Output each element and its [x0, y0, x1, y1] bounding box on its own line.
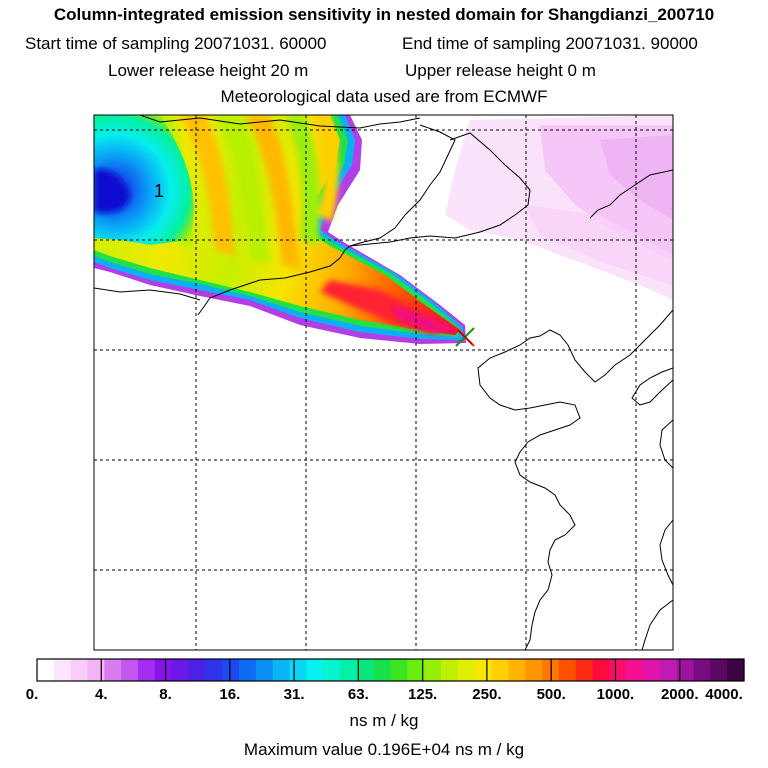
low-sensitivity-area [445, 115, 673, 300]
colorbar-cell [407, 659, 425, 681]
colorbar-tick-label: 16. [219, 686, 241, 703]
colorbar-cell [441, 659, 459, 681]
colorbar-cell [643, 659, 661, 681]
colorbar-cell [37, 659, 55, 681]
colorbar-cell [474, 659, 493, 681]
colorbar-cell [390, 659, 408, 681]
colorbar-cell [53, 659, 72, 681]
colorbar-cell [87, 659, 105, 681]
start-time-label: Start time of sampling 20071031. 60000 [25, 34, 327, 53]
colorbar-cell [525, 659, 543, 681]
colorbar-cell [457, 659, 476, 681]
colorbar-cell [727, 659, 745, 681]
colorbar-units: ns m / kg [349, 711, 419, 730]
colorbar-cell [104, 659, 122, 681]
end-time-label: End time of sampling 20071031. 90000 [402, 34, 698, 53]
colorbar-cell [373, 659, 392, 681]
lower-release-label: Lower release height 20 m [108, 61, 309, 80]
upper-left-region [94, 115, 194, 245]
colorbar-tick-label: 250. [472, 686, 502, 703]
plot-title: Column-integrated emission sensitivity i… [53, 5, 715, 24]
colorbar-cell [356, 659, 375, 681]
colorbar-cell [626, 659, 644, 681]
colorbar-major-ticks [100, 659, 681, 681]
colorbar-cell [121, 659, 139, 681]
colorbar-tick-label: 4. [95, 686, 108, 703]
lat-lon-grid [94, 115, 673, 650]
colorbar-cell [659, 659, 678, 681]
colorbar-tick-label: 63. [347, 686, 369, 703]
colorbar-cell [239, 659, 257, 681]
colorbar-cell [188, 659, 206, 681]
colorbar-cell [676, 659, 695, 681]
colorbar-tick-label: 2000. [660, 686, 699, 703]
colorbar-cell [609, 659, 627, 681]
contour-label: 1 [154, 181, 164, 201]
colorbar-cell [222, 659, 240, 681]
colorbar-cell [424, 659, 442, 681]
coastlines [94, 115, 673, 650]
colorbar-cell [138, 659, 156, 681]
release-site-marker [455, 327, 475, 347]
colorbar-cell [323, 659, 341, 681]
colorbar-tick-label: 0. [25, 686, 39, 703]
colorbar-cell [575, 659, 594, 681]
colorbar-cell [154, 659, 173, 681]
colorbar-cell [592, 659, 610, 681]
colorbar-cell [710, 659, 728, 681]
colorbar-cell [255, 659, 274, 681]
colorbar-cell [289, 659, 307, 681]
colorbar-tick-label: 125. [408, 686, 438, 703]
map-field [94, 115, 673, 344]
colorbar-tick-label: 4000. [705, 686, 743, 703]
colorbar-cell [340, 659, 358, 681]
colorbar-tick-label: 8. [159, 686, 172, 703]
plume-core-inner [390, 305, 458, 332]
colorbar-cell [306, 659, 324, 681]
colorbar [37, 659, 745, 681]
colorbar-tick-label: 31. [283, 686, 305, 703]
colorbar-frame [36, 658, 745, 682]
colorbar-cell [171, 659, 190, 681]
colorbar-tick-label: 1000. [596, 686, 635, 703]
colorbar-cell [272, 659, 291, 681]
upper-left-core [94, 169, 130, 214]
colorbar-cell [508, 659, 526, 681]
colorbar-tick-label: 500. [536, 686, 566, 703]
colorbar-cell [693, 659, 711, 681]
colorbar-cell [491, 659, 509, 681]
maximum-value-label: Maximum value 0.196E+04 ns m / kg [243, 740, 525, 759]
colorbar-cell [70, 659, 89, 681]
map-frame [93, 114, 674, 651]
colorbar-cell [558, 659, 577, 681]
met-data-label: Meteorological data used are from ECMWF [220, 87, 548, 106]
colorbar-cell [205, 659, 223, 681]
upper-release-label: Upper release height 0 m [405, 61, 596, 80]
